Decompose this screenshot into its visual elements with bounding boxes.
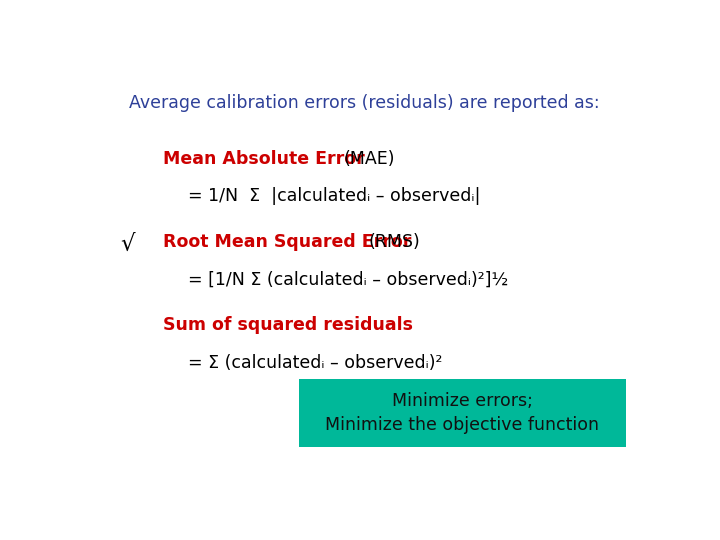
Text: = [1/N Σ (calculatedᵢ – observedᵢ)²]½: = [1/N Σ (calculatedᵢ – observedᵢ)²]½ (188, 271, 508, 288)
Text: (RMS): (RMS) (369, 233, 420, 251)
Text: = 1/N  Σ  |calculatedᵢ – observedᵢ|: = 1/N Σ |calculatedᵢ – observedᵢ| (188, 187, 480, 205)
Text: √: √ (121, 233, 135, 256)
Text: Sum of squared residuals: Sum of squared residuals (163, 316, 413, 334)
Text: Root Mean Squared Error: Root Mean Squared Error (163, 233, 411, 251)
Text: Mean Absolute Error: Mean Absolute Error (163, 150, 364, 168)
Text: (MAE): (MAE) (344, 150, 395, 168)
Text: Average calibration errors (residuals) are reported as:: Average calibration errors (residuals) a… (129, 94, 600, 112)
Text: Minimize errors;: Minimize errors; (392, 393, 533, 410)
Text: Minimize the objective function: Minimize the objective function (325, 416, 600, 434)
Text: = Σ (calculatedᵢ – observedᵢ)²: = Σ (calculatedᵢ – observedᵢ)² (188, 354, 442, 372)
FancyBboxPatch shape (300, 379, 626, 447)
